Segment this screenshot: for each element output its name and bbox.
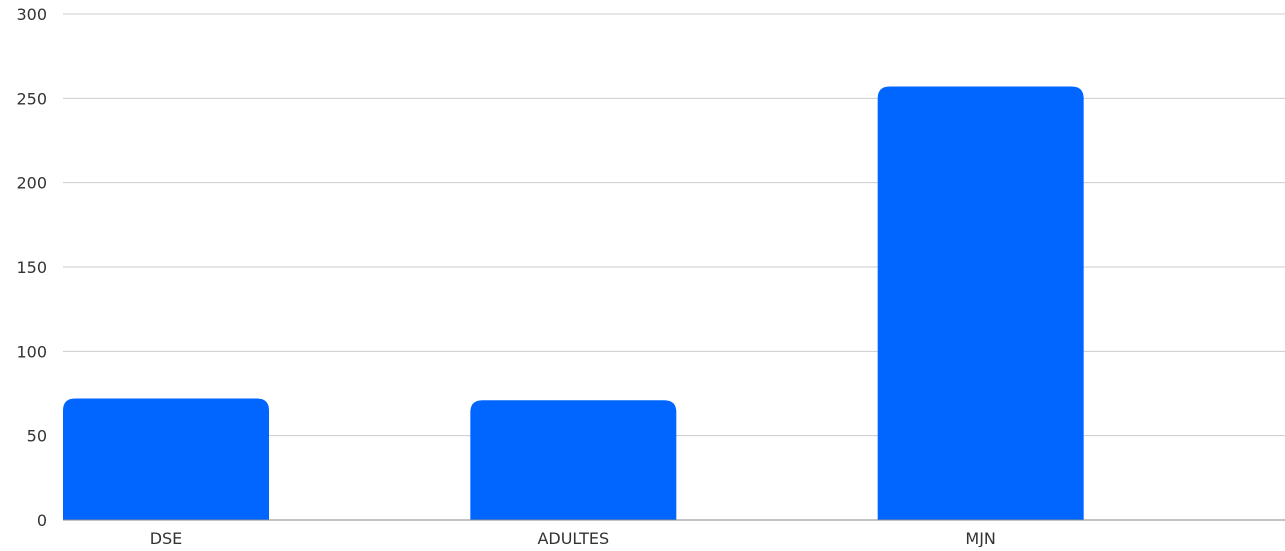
y-tick-label: 200	[16, 174, 47, 193]
gridlines	[63, 13, 1285, 437]
y-tick-label: 100	[16, 342, 47, 361]
axes: 0 50 100 150 200 250 300 DSE ADULTES MJN	[16, 5, 1285, 548]
y-tick-label: 300	[16, 5, 47, 24]
x-tick-label: ADULTES	[537, 529, 609, 547]
x-tick-label: DSE	[150, 529, 183, 547]
y-tick-label: 250	[16, 89, 47, 108]
y-tick-label: 50	[27, 427, 47, 446]
bar-dse	[63, 398, 269, 520]
y-tick-label: 0	[37, 511, 47, 530]
bars	[63, 86, 1084, 520]
x-tick-label: MJN	[965, 529, 996, 547]
bar-mjn	[877, 86, 1084, 520]
y-tick-label: 150	[16, 258, 47, 277]
bar-adultes	[470, 400, 677, 520]
